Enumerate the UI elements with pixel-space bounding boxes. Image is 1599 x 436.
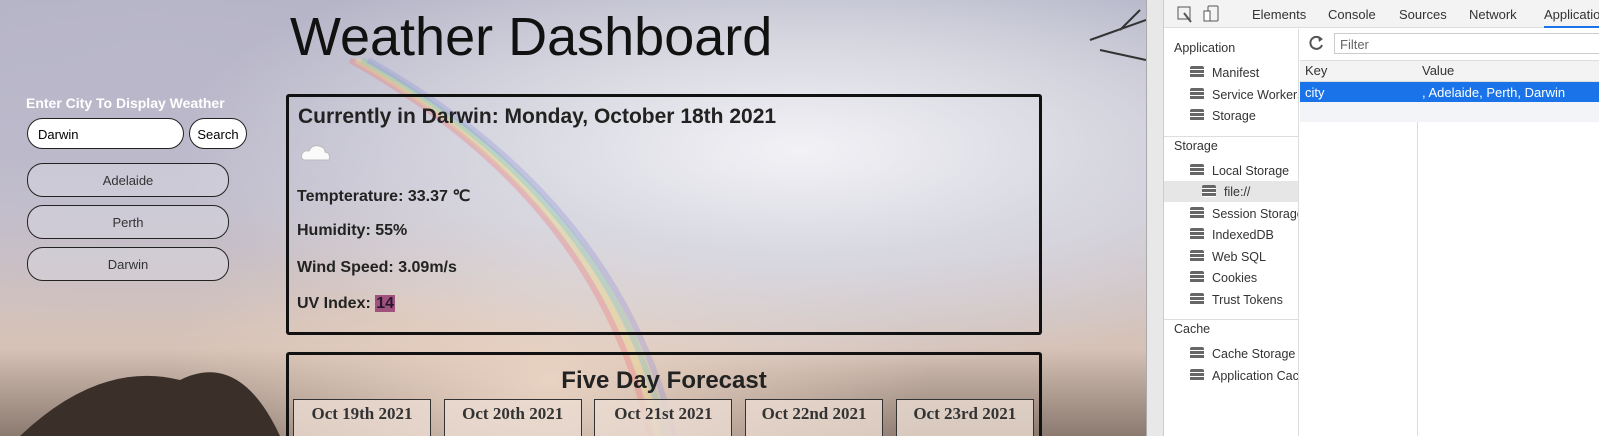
forecast-title: Five Day Forecast (561, 367, 767, 394)
sidebar-item[interactable]: Cache Storage (1212, 347, 1296, 361)
page-title: Weather Dashboard (290, 7, 773, 67)
sidebar-icon (1190, 87, 1204, 100)
sidebar-icon (1190, 206, 1204, 219)
sidebar-item[interactable]: Application Cache (1212, 368, 1299, 383)
history-button[interactable]: Perth (27, 205, 229, 239)
sidebar-header: Storage (1174, 138, 1218, 153)
forecast-card: Oct 19th 2021 (293, 399, 431, 436)
sidebar-icon (1190, 109, 1204, 121)
header-row (1300, 60, 1599, 82)
sidebar-icon (1190, 249, 1204, 262)
filter-input[interactable]: Filter (1334, 33, 1599, 54)
wind-speed: Wind Speed: 3.09m/s (297, 259, 457, 276)
search-button[interactable]: Search (189, 118, 247, 149)
devtools-tab[interactable]: Sources (1399, 7, 1447, 22)
sidebar-icon (1190, 228, 1204, 240)
selected-row[interactable] (1300, 82, 1599, 102)
history-button[interactable]: Darwin (27, 247, 229, 281)
sidebar-item[interactable]: Session Storage (1212, 206, 1299, 221)
sidebar-item[interactable]: Trust Tokens (1212, 292, 1283, 307)
devtools-toolbar: Elements Console Sources Network Application (1164, 0, 1599, 28)
toolbar-icons[interactable] (1176, 5, 1226, 23)
forecast-card: Oct 20th 2021 (443, 399, 582, 436)
sidebar-item[interactable]: Local Storage (1212, 163, 1290, 178)
sidebar-icon (1190, 271, 1204, 283)
humidity: Humidity: 55% (297, 222, 408, 239)
divider (1164, 319, 1298, 320)
sidebar-header: Application (1174, 41, 1236, 55)
sidebar-icon (1202, 185, 1216, 197)
background-art (20, 9, 1146, 436)
devtools-tab[interactable]: Console (1328, 7, 1376, 22)
devtools-sidebar: Application Manifest Service Workers Storag… (1164, 29, 1299, 436)
uv-index: UV Index: 14 (297, 295, 396, 313)
storage-table: Key Value city , Adelaide, Perth, Darwin (1300, 60, 1599, 436)
column-header: Key (1305, 63, 1328, 78)
sidebar-icon (1190, 292, 1204, 305)
cell: , Adelaide, Perth, Darwin (1422, 85, 1566, 100)
forecast-card: Oct 22nd 2021 (745, 399, 884, 436)
sidebar-item[interactable]: Web SQL (1212, 249, 1266, 264)
city-input[interactable]: Darwin (27, 118, 184, 149)
sidebar-selected (1164, 181, 1298, 202)
sidebar-header: Cache (1174, 322, 1211, 336)
devtools-tab[interactable]: Network (1469, 7, 1517, 22)
scrollbar[interactable] (1146, 0, 1163, 436)
sidebar-item[interactable]: Cookies (1212, 271, 1258, 285)
devtools-tab[interactable]: Application (1544, 7, 1599, 28)
history-button[interactable]: Adelaide (27, 163, 229, 197)
search-label: Enter City To Display Weather (26, 95, 225, 111)
divider (1164, 135, 1298, 137)
forecast-card: Oct 21st 2021 (594, 399, 733, 436)
empty-row (1300, 102, 1599, 122)
forecast-card: Oct 23rd 2021 (895, 399, 1034, 436)
forecast: Five Day Forecast Oct 19th 2021 Oct 20th … (286, 352, 1042, 436)
cloud-icon (301, 145, 330, 161)
sidebar-icon (1190, 368, 1204, 381)
uv-label: UV Index: (297, 295, 371, 312)
sidebar-item[interactable]: IndexedDB (1212, 228, 1274, 242)
sidebar-icon (1190, 347, 1204, 359)
sidebar-icon (1190, 66, 1204, 78)
devtools-tab[interactable]: Elements (1252, 7, 1307, 22)
current-heading: Currently in Darwin: Monday, October 18t… (298, 105, 777, 128)
sidebar-item[interactable]: Storage (1212, 109, 1256, 123)
current-weather: Currently in Darwin: Monday, October 18t… (286, 94, 1042, 335)
column-divider (1417, 60, 1418, 436)
sidebar-item[interactable]: file:// (1224, 185, 1251, 199)
cell: city (1305, 85, 1325, 100)
uv-value: 14 (375, 295, 396, 312)
sidebar-item[interactable]: Service Workers (1212, 87, 1299, 102)
web-page: Weather Dashboard Enter City To Display … (0, 0, 1146, 436)
sidebar-icon (1190, 163, 1204, 176)
sidebar-item[interactable]: Manifest (1212, 66, 1260, 80)
refresh-icon[interactable] (1308, 34, 1326, 52)
temperature: Tempterature: 33.37 ℃ (297, 188, 471, 205)
devtools: Elements Console Sources Network Application… (1163, 0, 1599, 436)
column-header: Value (1422, 63, 1455, 78)
